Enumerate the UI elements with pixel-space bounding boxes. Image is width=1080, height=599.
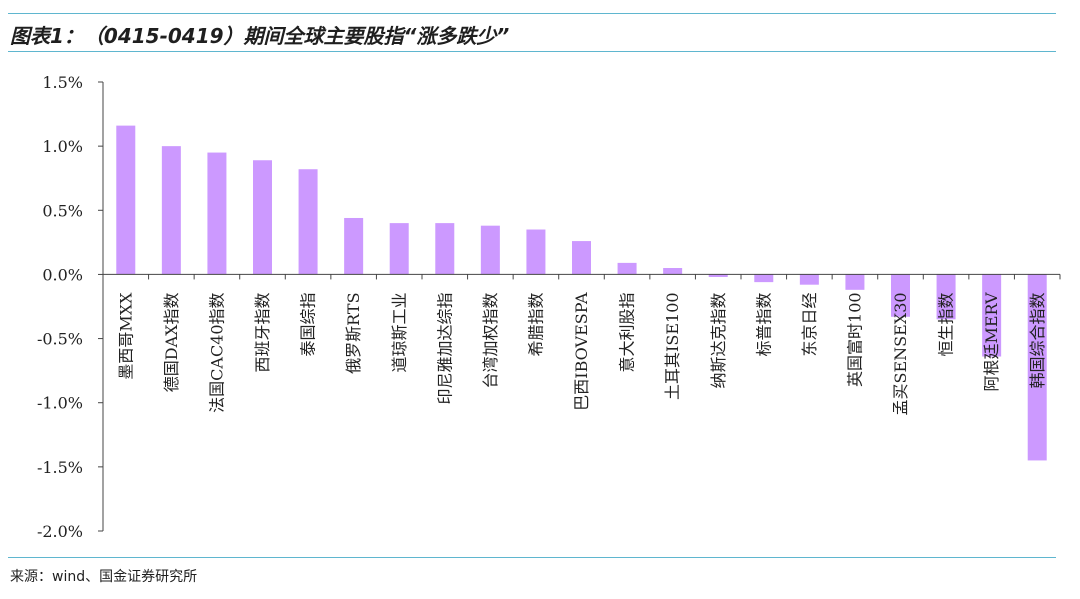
y-tick-label: 0.0% bbox=[42, 265, 83, 284]
x-category-label: 德国DAX指数 bbox=[162, 292, 181, 392]
bar bbox=[161, 146, 181, 275]
x-category-label: 恒生指数 bbox=[937, 292, 956, 356]
x-category-label: 法国CAC40指数 bbox=[208, 292, 227, 412]
y-tick-label: 0.5% bbox=[42, 201, 83, 220]
x-category-label: 东京日经 bbox=[800, 292, 819, 356]
x-category-label: 英国富时100 bbox=[846, 292, 865, 387]
x-category-label: 意大利股指 bbox=[618, 292, 637, 372]
bar bbox=[708, 274, 728, 277]
bar bbox=[663, 268, 683, 275]
x-category-label: 标普指数 bbox=[754, 292, 773, 356]
x-category-label: 西班牙指数 bbox=[253, 292, 272, 372]
bar bbox=[982, 274, 1002, 357]
x-category-label: 泰国综指 bbox=[299, 292, 318, 356]
x-category-label: 墨西哥MXX bbox=[116, 292, 135, 380]
bar bbox=[298, 169, 318, 275]
y-tick-label: 1.0% bbox=[42, 137, 83, 156]
x-category-label: 俄罗斯RTS bbox=[344, 292, 363, 373]
bar bbox=[253, 160, 272, 275]
y-tick-label: -1.0% bbox=[37, 394, 83, 413]
x-category-label: 巴西IBOVESPA bbox=[572, 292, 591, 411]
bar bbox=[526, 229, 546, 275]
bar bbox=[754, 274, 774, 283]
x-category-label: 道琼斯工业 bbox=[390, 292, 409, 372]
x-category-label: 韩国综合指数 bbox=[1028, 292, 1047, 388]
top-rule bbox=[8, 13, 1056, 14]
bottom-rule bbox=[8, 557, 1056, 558]
bar bbox=[480, 225, 500, 275]
x-category-label: 希腊指数 bbox=[527, 292, 546, 356]
y-tick-label: 1.5% bbox=[42, 73, 83, 92]
bar bbox=[1027, 274, 1047, 461]
title-rule bbox=[8, 51, 1056, 52]
bar bbox=[936, 274, 956, 320]
bar bbox=[845, 274, 865, 290]
bar bbox=[389, 223, 409, 275]
chart-title: 图表1：（0415-0419）期间全球主要股指“涨多跌少” bbox=[10, 24, 510, 48]
bar bbox=[891, 274, 910, 317]
x-category-label: 纳斯达克指数 bbox=[709, 292, 728, 388]
bar bbox=[435, 223, 455, 275]
y-tick-label: -1.5% bbox=[37, 458, 83, 477]
x-category-label: 印尼雅加达综指 bbox=[435, 292, 454, 404]
x-category-label: 台湾加权指数 bbox=[481, 292, 500, 388]
x-category-label: 阿根廷MERV bbox=[982, 292, 1001, 392]
y-tick-label: -0.5% bbox=[37, 330, 83, 349]
y-tick-label: -2.0% bbox=[37, 522, 83, 541]
bar bbox=[799, 274, 819, 285]
bar bbox=[207, 152, 227, 275]
bar bbox=[116, 125, 136, 275]
bar bbox=[572, 241, 591, 275]
bar-chart: 1.5% 1.0% 0.5% 0.0% -0.5% -1.0% -1.5% -2.0% 墨西哥M… bbox=[37, 73, 1061, 541]
x-category-label: 土耳其ISE100 bbox=[663, 292, 682, 400]
x-category-label: 孟买SENSEX30 bbox=[891, 292, 910, 415]
source-note: 来源：wind、国金证券研究所 bbox=[10, 569, 198, 585]
bar bbox=[617, 262, 637, 275]
bar bbox=[344, 217, 364, 275]
